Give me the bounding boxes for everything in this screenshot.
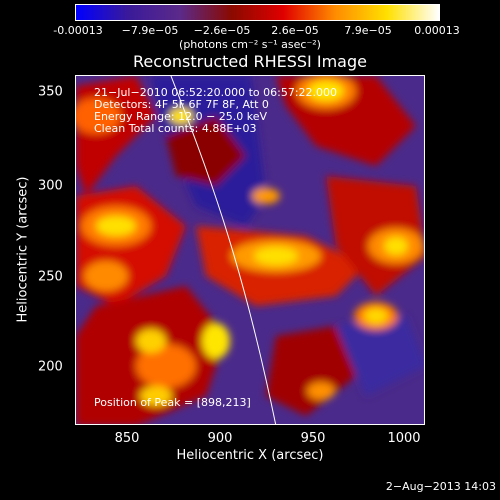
emission-blob — [252, 188, 280, 204]
y-tick: 250 — [38, 269, 63, 285]
x-tick: 950 — [300, 431, 326, 446]
x-axis-label: Heliocentric X (arcsec) — [176, 448, 324, 463]
emission-blob — [166, 116, 246, 186]
info-time-range: 21−Jul−2010 06:52:20.000 to 06:57:22.000 — [94, 86, 338, 99]
y-tick: 200 — [38, 359, 63, 375]
info-energy-range: Energy Range: 12.0 − 25.0 keV — [94, 110, 268, 123]
emission-blob — [140, 386, 172, 406]
low-emission-region — [336, 316, 424, 396]
emission-blob — [84, 261, 128, 291]
emission-blob — [136, 344, 196, 388]
emission-blob — [169, 108, 193, 124]
colorbar-units: (photons cm⁻² s⁻¹ asec⁻²) — [179, 38, 321, 51]
emission-blob — [254, 247, 298, 265]
emission-blob — [76, 98, 121, 134]
solar-limb-line — [170, 76, 277, 424]
colorbar-tick: −2.6e−05 — [193, 24, 251, 37]
emission-blob — [136, 329, 166, 353]
y-tick: 300 — [38, 178, 63, 194]
peak-position: Position of Peak = [898,213] — [94, 396, 251, 409]
image-title: Reconstructed RHESSI Image — [133, 52, 367, 71]
colorbar-tick: 2.6e−05 — [271, 24, 319, 37]
emission-blob — [308, 81, 344, 101]
colorbar-tick: -0.00013 — [53, 24, 103, 37]
emission-blob — [307, 382, 335, 400]
colorbar — [75, 4, 440, 21]
y-axis-label: Heliocentric Y (arcsec) — [15, 176, 31, 323]
emission-blob — [384, 237, 408, 255]
emission-blob — [96, 216, 136, 236]
colorbar-tick: −7.9e−05 — [121, 24, 179, 37]
x-tick: 900 — [207, 431, 233, 446]
info-counts: Clean Total counts: 4.88E+03 — [94, 122, 257, 135]
x-tick: 850 — [114, 431, 140, 446]
colorbar-tick: 0.00013 — [414, 24, 460, 37]
y-tick: 350 — [38, 84, 63, 100]
info-detectors: Detectors: 4F 5F 6F 7F 8F, Att 0 — [94, 98, 269, 111]
timestamp: 2−Aug−2013 14:03 — [385, 480, 496, 493]
emission-blob — [202, 323, 230, 359]
colorbar-tick: 7.9e−05 — [344, 24, 392, 37]
rhessi-image — [75, 75, 425, 425]
x-tick: 1000 — [387, 431, 421, 446]
emission-blob — [364, 308, 388, 324]
